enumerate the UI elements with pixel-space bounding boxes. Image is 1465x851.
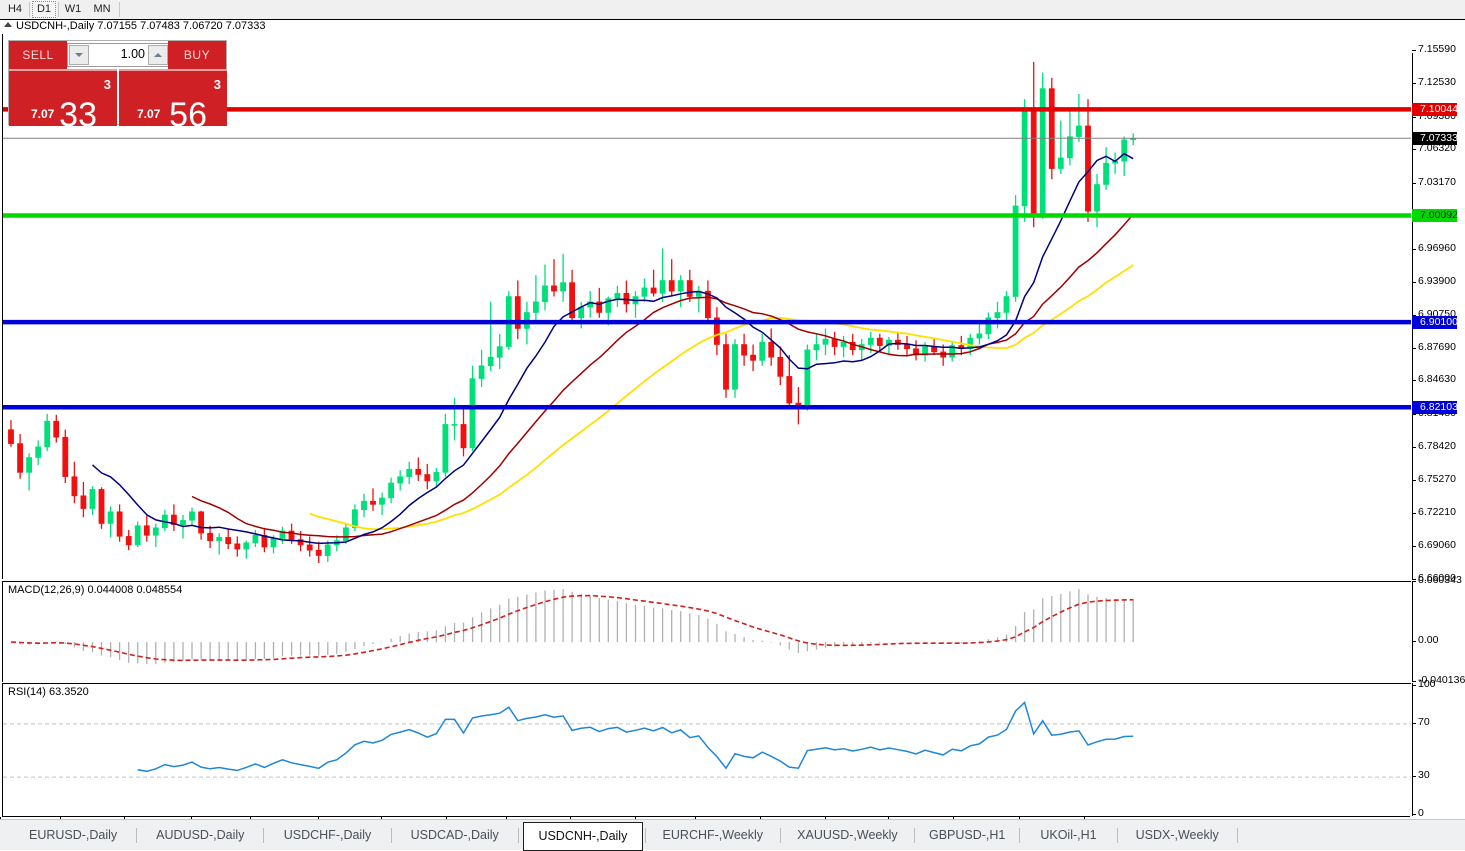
chart-tab-bar: EURUSD-,Daily AUDUSD-,Daily USDCHF-,Daily U… [0, 819, 1465, 851]
ask-price-block[interactable]: 7.07 56 3 [119, 69, 227, 126]
resistance-level-tag[interactable]: 7.10044 [1412, 102, 1458, 116]
tab-separator [645, 828, 646, 843]
tab-separator [914, 828, 916, 843]
tab-separator [390, 828, 392, 843]
timeframe-toolbar: H4 D1 W1 MN [0, 0, 1465, 20]
volume-stepper[interactable]: 1.00 [67, 43, 170, 67]
chevron-up-icon [154, 53, 162, 57]
tab-separator [136, 828, 138, 843]
rsi-pane[interactable]: RSI(14) 63.3520 [2, 683, 1411, 817]
price-scale[interactable]: 7.155907.125307.093807.063207.031707.000… [1412, 43, 1465, 584]
volume-decrease-button[interactable] [69, 45, 89, 65]
tab-audusd--daily[interactable]: AUDUSD-,Daily [156, 828, 245, 842]
tab-gbpusd--h1[interactable]: GBPUSD-,H1 [928, 828, 1006, 842]
rsi-label: RSI(14) 63.3520 [8, 686, 89, 698]
chart-window: USDCNH-,Daily 7.07155 7.07483 7.06720 7.… [0, 19, 1465, 839]
rsi-scale: 100 70 30 0 [1412, 678, 1465, 819]
macd-pane[interactable]: MACD(12,26,9) 0.044008 0.048554 [2, 581, 1411, 682]
collapse-triangle-icon[interactable] [4, 22, 12, 27]
macd-chart-svg [10, 589, 1134, 665]
tab-eurchf--weekly[interactable]: EURCHF-,Weekly [662, 828, 764, 842]
rsi-chart-svg [3, 701, 1411, 778]
ask-price-prefix: 7.07 [137, 107, 161, 121]
ask-price-fraction: 3 [213, 77, 221, 92]
chart-header: USDCNH-,Daily 7.07155 7.07483 7.06720 7.… [0, 20, 1414, 34]
support-level-tag[interactable]: 7.00092 [1412, 209, 1458, 222]
macd-scale: 0.060343 0.00 -0.040136 [1412, 574, 1465, 686]
chevron-down-icon [75, 53, 83, 57]
tab-separator [517, 828, 519, 843]
buy-button[interactable]: BUY [168, 41, 226, 69]
bid-price-prefix: 7.07 [31, 107, 55, 121]
chart-header-text: USDCNH-,Daily 7.07155 7.07483 7.06720 7.… [16, 20, 266, 32]
price-pane[interactable] [2, 34, 1411, 579]
bid-price-main: 33 [59, 96, 97, 126]
macd-label: MACD(12,26,9) 0.044008 0.048554 [8, 584, 183, 596]
timeframe-mn[interactable]: MN [88, 0, 116, 19]
price-chart-svg [3, 61, 1411, 563]
tab-usdchf--daily[interactable]: USDCHF-,Daily [283, 828, 372, 842]
bid-price-block[interactable]: 7.07 33 3 [9, 69, 117, 126]
bid-price-fraction: 3 [103, 77, 111, 92]
tab-separator [1236, 828, 1238, 843]
tab-usdcnh--daily[interactable]: USDCNH-,Daily [522, 822, 643, 851]
tab-ukoil--h1[interactable]: UKOil-,H1 [1040, 828, 1097, 842]
tab-separator [779, 828, 781, 843]
tab-separator [263, 828, 265, 843]
last-price-tag[interactable]: 7.07333 [1412, 131, 1458, 145]
tab-eurusd--daily[interactable]: EURUSD-,Daily [28, 828, 118, 842]
tab-separator [1116, 828, 1118, 843]
volume-value[interactable]: 1.00 [120, 47, 145, 61]
tab-usdcad--daily[interactable]: USDCAD-,Daily [410, 828, 499, 842]
sell-button[interactable]: SELL [9, 41, 67, 69]
tab-xauusd--weekly[interactable]: XAUUSD-,Weekly [797, 828, 898, 842]
ask-price-main: 56 [169, 96, 207, 126]
tab-separator [1019, 828, 1021, 843]
tab-usdx--weekly[interactable]: USDX-,Weekly [1135, 828, 1219, 842]
trade-controls-row: SELL 1.00 BUY [9, 41, 226, 69]
timeframe-d1[interactable]: D1 [31, 0, 57, 19]
volume-increase-button[interactable] [148, 45, 168, 65]
timeframe-h4[interactable]: H4 [2, 0, 28, 19]
timeframe-w1[interactable]: W1 [60, 0, 86, 19]
blue-level-1-tag[interactable]: 6.90100 [1412, 315, 1458, 329]
blue-level-2-tag[interactable]: 6.82103 [1412, 400, 1458, 414]
one-click-trading-panel[interactable]: SELL 1.00 BUY 7.07 33 3 7.07 56 3 [8, 40, 227, 126]
